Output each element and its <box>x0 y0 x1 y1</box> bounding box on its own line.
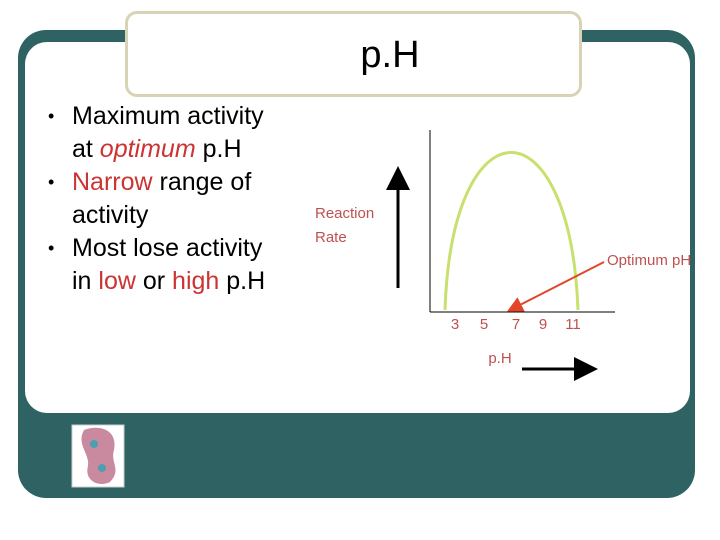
bullet-text: p.H <box>219 267 266 295</box>
bullet-text: p.H <box>195 135 242 163</box>
activity-curve <box>443 151 580 311</box>
slide-title: p.H <box>360 34 420 76</box>
bullet: Maximum activity at optimum p.H <box>48 100 272 166</box>
annotation: Optimum pH <box>607 252 691 269</box>
bullet-text: high <box>172 267 220 295</box>
x-tick-label: 9 <box>539 316 547 333</box>
bullet: Narrow range of activity <box>48 166 272 232</box>
bullet-text: or <box>135 267 173 295</box>
bullet-text: Most lose activity in <box>72 234 263 295</box>
x-tick-label: 3 <box>451 316 459 333</box>
x-tick-label: 5 <box>480 316 488 333</box>
thumbnail <box>71 424 125 488</box>
x-tick-label: 7 <box>512 316 520 333</box>
x-tick-label: 11 <box>565 316 581 333</box>
bullet-text: optimum <box>99 135 196 163</box>
bullet: Most lose activity in low or high p.H <box>48 232 272 298</box>
bullet-text: Maximum activity at <box>72 102 264 163</box>
bullet-text: Narrow <box>72 168 153 196</box>
bullet-text: range of activity <box>72 168 252 229</box>
title-box <box>125 11 582 97</box>
bullet-list: Maximum activity at optimum p.HNarrow ra… <box>44 100 320 298</box>
annotation-arrow <box>506 261 605 312</box>
bullet-text: low <box>98 267 136 295</box>
x-label: p.H <box>488 350 511 367</box>
y-label: Reaction <box>315 205 374 222</box>
y-label: Rate <box>315 229 347 246</box>
